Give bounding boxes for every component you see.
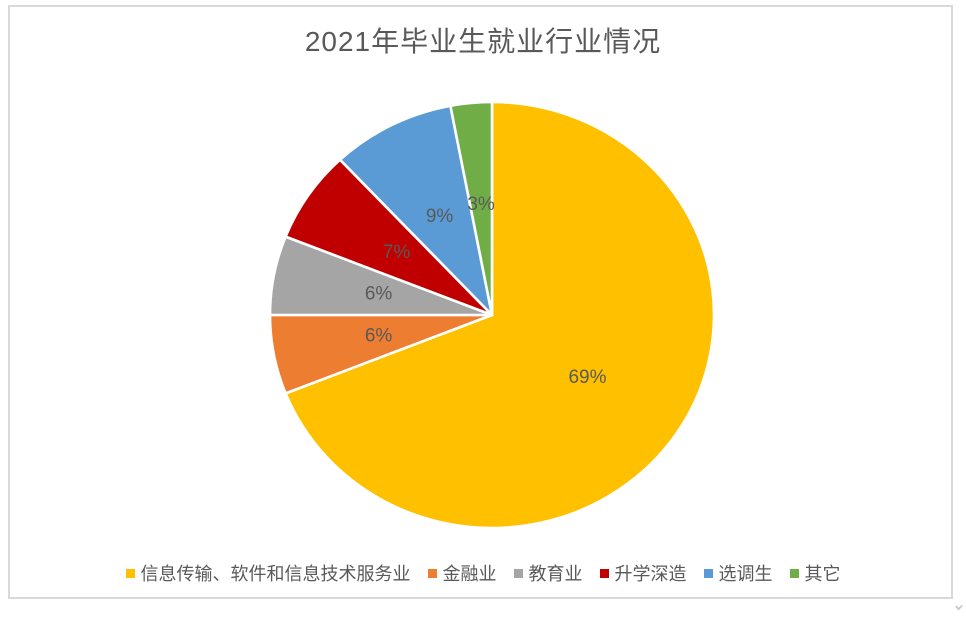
legend-label: 金融业 [442, 564, 497, 584]
pie-slice-label-3: 7% [383, 242, 411, 263]
legend-marker-icon [513, 568, 523, 578]
legend: 信息传输、软件和信息技术服务业 金融业 教育业 升学深造 选调生 其它 [0, 560, 966, 586]
pie-slice-5[interactable] [449, 100, 494, 317]
legend-item-1[interactable]: 金融业 [427, 560, 497, 586]
legend-marker-icon [427, 568, 437, 578]
pie-slice-label-2: 6% [365, 284, 393, 305]
legend-item-5[interactable]: 其它 [789, 560, 841, 586]
legend-marker-icon [599, 568, 609, 578]
legend-item-4[interactable]: 选调生 [703, 560, 773, 586]
pie-slice-label-5: 3% [467, 194, 495, 215]
legend-label: 其它 [804, 564, 841, 584]
pie-slice-label-4: 9% [426, 206, 454, 227]
legend-label: 信息传输、软件和信息技术服务业 [140, 564, 411, 584]
pie-slice-label-1: 6% [365, 325, 393, 346]
legend-label: 选调生 [718, 564, 773, 584]
legend-item-3[interactable]: 升学深造 [599, 560, 687, 586]
pie-slice-4[interactable] [338, 104, 494, 317]
legend-item-2[interactable]: 教育业 [513, 560, 583, 586]
legend-marker-icon [789, 568, 799, 578]
chart-title[interactable]: 2021年毕业生就业行业情况 [304, 26, 662, 57]
pie-slice-label-0: 69% [568, 367, 606, 388]
legend-label: 教育业 [528, 564, 583, 584]
legend-marker-icon [703, 568, 713, 578]
chart-area-border [8, 5, 953, 599]
legend-marker-icon [125, 568, 135, 578]
legend-item-0[interactable]: 信息传输、软件和信息技术服务业 [125, 560, 411, 586]
pie-slice-0[interactable] [284, 100, 716, 530]
legend-label: 升学深造 [614, 564, 687, 584]
